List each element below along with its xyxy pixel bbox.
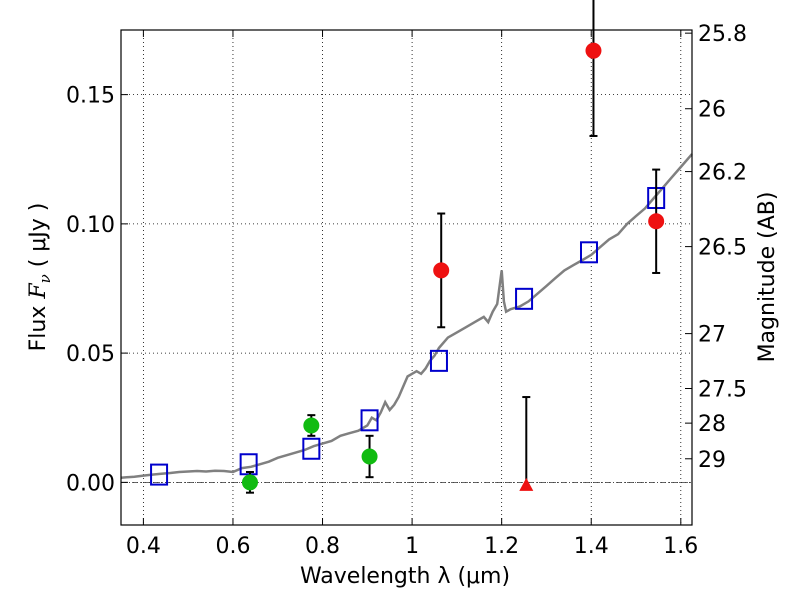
- x-tick-label: 1.4: [574, 534, 609, 559]
- model-band-square: [429, 349, 448, 372]
- mag-tick-label: 27.5: [698, 377, 747, 402]
- x-axis-label: Wavelength λ (μm): [300, 564, 510, 589]
- model-sed-line: [120, 153, 693, 479]
- y-axis-label-suffix: ( μJy ): [26, 203, 51, 275]
- nir-detection-point: [648, 213, 665, 230]
- y-axis-label-sub: ν: [36, 274, 54, 283]
- x-tick-label: 0.6: [215, 534, 250, 559]
- x-tick-label: 1.2: [484, 534, 519, 559]
- optical-detection-point: [361, 448, 378, 465]
- data-marks: [150, 0, 666, 494]
- y-tick-label: 0.00: [66, 471, 115, 496]
- y-axis-label-var: F: [26, 283, 51, 300]
- mag-tick-label: 27: [698, 323, 726, 348]
- y-axis-label-prefix: Flux: [26, 299, 51, 352]
- model-band-square: [150, 463, 169, 486]
- mag-tick-label: 29: [698, 448, 726, 473]
- nir-detection-point: [433, 262, 450, 279]
- optical-detection-point: [303, 417, 320, 434]
- mag-tick-label: 26.5: [698, 236, 747, 261]
- y2-axis-label: Magnitude (AB): [755, 192, 780, 363]
- mag-tick-label: 25.8: [698, 22, 747, 47]
- optical-detection-point: [241, 474, 258, 491]
- model-band-square: [360, 409, 379, 432]
- y-tick-label: 0.15: [66, 84, 115, 109]
- mag-tick-label: 28: [698, 412, 726, 437]
- x-tick-label: 0.8: [305, 534, 340, 559]
- x-tick-label: 1.6: [663, 534, 698, 559]
- grid-lines: [121, 30, 692, 525]
- model-band-square: [579, 241, 598, 264]
- x-tick-label: 0.4: [126, 534, 161, 559]
- model-band-square: [515, 287, 534, 310]
- mag-tick-label: 26: [698, 98, 726, 123]
- y-axis-label: Flux Fν ( μJy ): [26, 203, 54, 352]
- model-band-square: [239, 453, 258, 476]
- nir-detection-point: [585, 42, 602, 59]
- plot-frame: [120, 29, 693, 526]
- y-tick-label: 0.10: [66, 213, 115, 238]
- mag-tick-label: 26.2: [698, 161, 747, 186]
- y-tick-label: 0.05: [66, 342, 115, 367]
- upper-limit-triangle: [519, 477, 534, 491]
- model-band-square: [302, 437, 321, 460]
- axis-ticks: 0.4 0.6 0.8 1 1.2 1.4 1.6 0.00 0.05 0.10 0.15 25.8 2…: [66, 22, 747, 559]
- x-tick-label: 1: [405, 534, 419, 559]
